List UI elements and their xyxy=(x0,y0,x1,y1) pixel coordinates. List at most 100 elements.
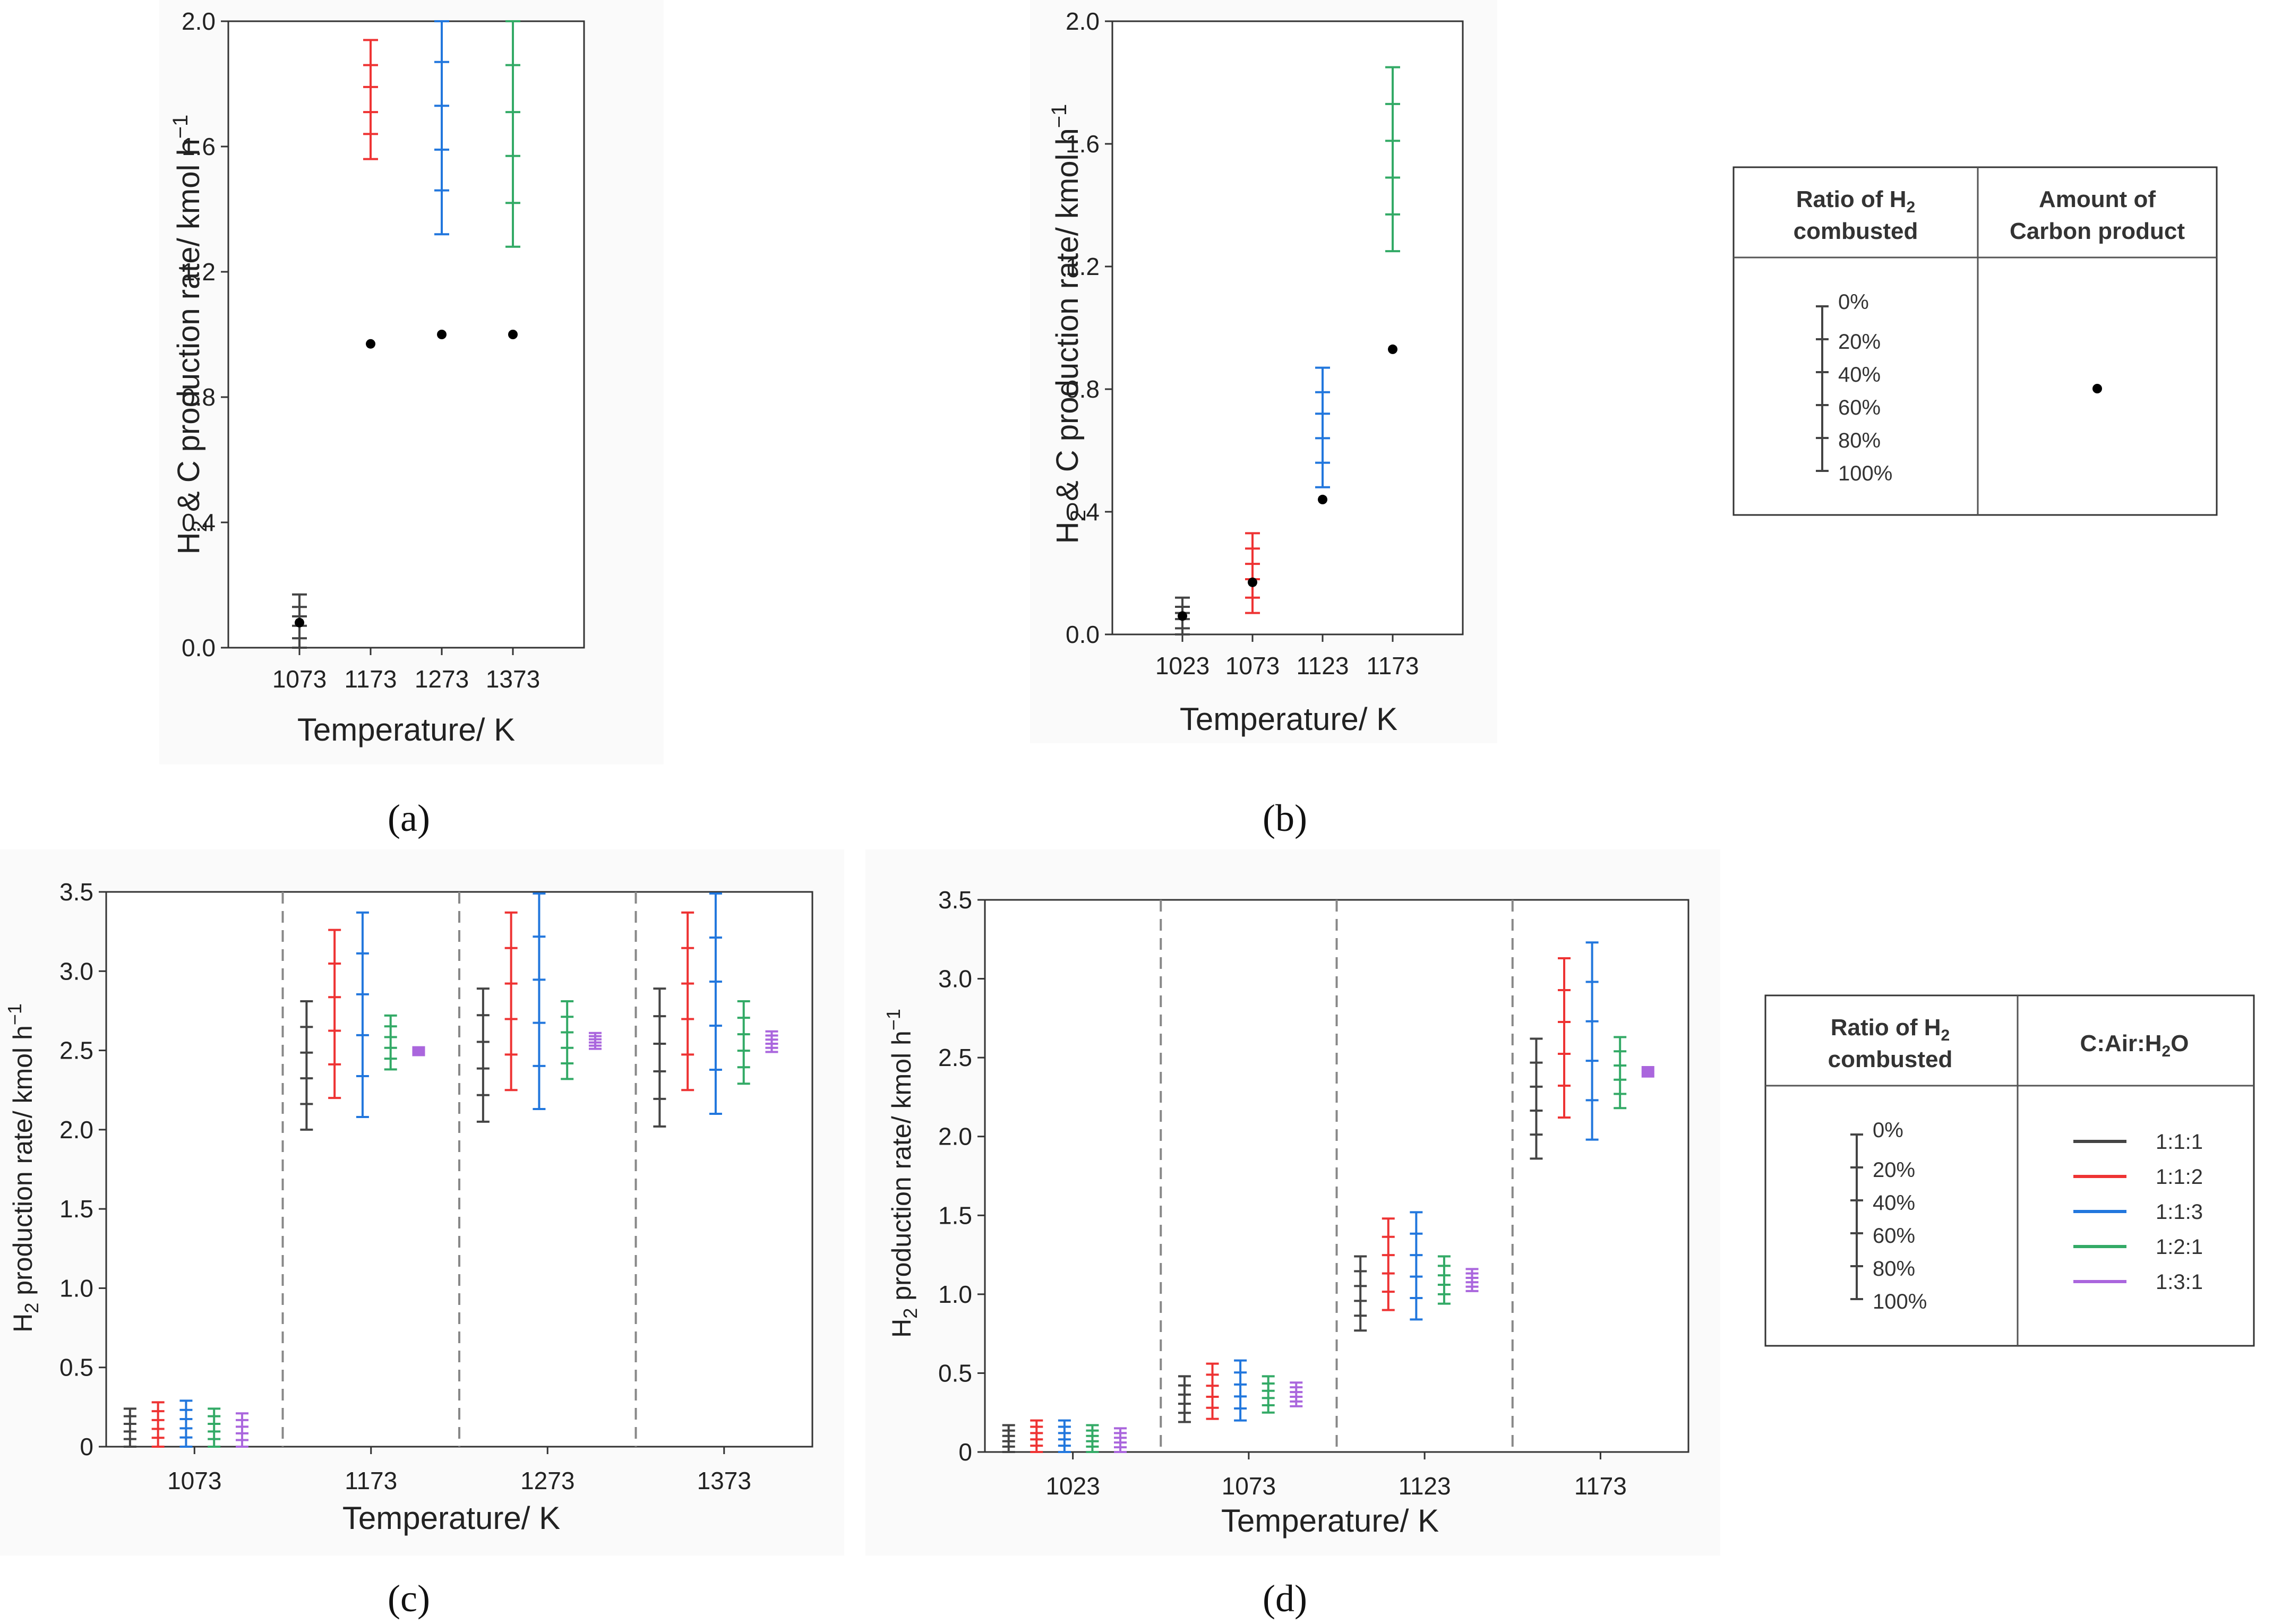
y-tick-label-c-3: 1.5 xyxy=(59,1195,93,1223)
errorbar-c-1173-1:1:2 xyxy=(328,929,341,1099)
y-tick-label-d-4: 2.0 xyxy=(938,1123,972,1150)
errorbar-c-1173-1:3:1 xyxy=(412,1046,425,1056)
y-tick-label-b-3: 1.2 xyxy=(1066,253,1100,280)
errorbar-c-1073-1:3:1 xyxy=(235,1412,248,1448)
carbon-point-b-0 xyxy=(1178,611,1187,621)
plot-frame-a xyxy=(227,20,585,649)
x-tick-label-c-0: 1073 xyxy=(167,1467,221,1494)
errorbar-d-1073-1:3:1 xyxy=(1290,1381,1303,1407)
marks-a xyxy=(292,20,520,649)
ratio-key-label-2: 40% xyxy=(1873,1191,1915,1215)
y-tick-label-a-5: 2.0 xyxy=(182,7,216,35)
y-axis-label-c: H2 production rate/ kmol h−1 xyxy=(4,1003,42,1333)
y-tick-label-d-1: 0.5 xyxy=(938,1359,972,1387)
y-tick-label-c-7: 3.5 xyxy=(59,878,93,906)
marks-c xyxy=(123,892,778,1448)
chart-c: 0 0.5 1.0 1.5 2.0 2.5 3.0 3.5 1073 1173 1273 1373 T… xyxy=(4,878,813,1536)
legend-bottom-frame xyxy=(1764,994,2255,1347)
errorbar-d-1173-1:3:1 xyxy=(1641,1066,1654,1078)
y-tick-label-c-2: 1.0 xyxy=(59,1274,93,1302)
errorbar-d-1073-1:2:1 xyxy=(1262,1375,1275,1414)
caption-a: (a) xyxy=(388,797,430,839)
errorbar-d-1073-1:1:2 xyxy=(1206,1362,1219,1420)
legend-top-ratio-key: 0% 20% 40% 60% 80% 100% xyxy=(1816,290,1892,485)
y-tick-label-d-5: 2.5 xyxy=(938,1044,972,1071)
x-tick-label-d-1: 1073 xyxy=(1222,1472,1276,1500)
errorbar-b-1123 xyxy=(1315,366,1330,488)
x-tick-label-d-2: 1123 xyxy=(1399,1472,1451,1500)
x-tick-label-a-1: 1173 xyxy=(345,665,397,693)
y-tick-label-a-0: 0.0 xyxy=(182,634,216,661)
x-tick-label-a-3: 1373 xyxy=(486,665,540,693)
x-tick-label-d-3: 1173 xyxy=(1574,1472,1627,1500)
errorbar-d-1173-1:1:1 xyxy=(1530,1037,1543,1160)
series-key-label-1:1:2: 1:1:2 xyxy=(2156,1165,2203,1189)
series-key-label-1:1:1: 1:1:1 xyxy=(2156,1130,2203,1154)
x-tick-label-b-2: 1123 xyxy=(1297,652,1349,680)
errorbar-c-1273-1:1:3 xyxy=(533,892,546,1111)
x-tick-label-d-0: 1023 xyxy=(1045,1472,1100,1500)
y-tick-label-a-1: 0.4 xyxy=(182,509,216,536)
x-axis-label-d: Temperature/ K xyxy=(1221,1503,1439,1539)
ticks-c: 0 0.5 1.0 1.5 2.0 2.5 3.0 3.5 1073 1173 1273 1373 xyxy=(59,878,751,1494)
ratio-key-label-0: 0% xyxy=(1838,290,1869,314)
y-tick-label-b-5: 2.0 xyxy=(1066,7,1100,35)
errorbar-d-1123-1:2:1 xyxy=(1437,1255,1451,1305)
errorbar-d-1073-1:1:1 xyxy=(1178,1375,1191,1423)
errorbar-d-1023-1:3:1 xyxy=(1114,1427,1127,1453)
y-tick-label-a-3: 1.2 xyxy=(182,258,216,286)
x-tick-label-a-0: 1073 xyxy=(272,665,327,693)
carbon-point-b-1 xyxy=(1248,577,1257,587)
carbon-point-a-3 xyxy=(508,330,518,339)
x-tick-label-b-3: 1173 xyxy=(1367,652,1419,680)
y-axis-label-a: H2 & C production rate/ kmol h−1 xyxy=(169,115,211,555)
y-tick-label-c-0: 0 xyxy=(80,1433,93,1460)
ticks-b: 0.0 0.4 0.8 1.2 1.6 2.0 1023 1073 1123 1173 xyxy=(1066,7,1419,680)
y-tick-label-d-6: 3.0 xyxy=(938,965,972,993)
errorbar-a-1373 xyxy=(505,20,520,248)
x-axis-label-a: Temperature/ K xyxy=(297,712,515,747)
caption-d: (d) xyxy=(1263,1577,1307,1620)
legend-bottom-ratio-header-line2: combusted xyxy=(1828,1046,1953,1072)
legend-top-carbon-marker xyxy=(2092,384,2102,393)
y-tick-label-c-1: 0.5 xyxy=(59,1354,93,1381)
x-tick-label-c-2: 1273 xyxy=(520,1467,574,1494)
x-axis-label-c: Temperature/ K xyxy=(342,1500,560,1536)
errorbar-c-1373-1:2:1 xyxy=(737,1000,750,1085)
y-tick-label-b-2: 0.8 xyxy=(1066,375,1100,403)
errorbar-c-1373-1:1:3 xyxy=(709,892,722,1115)
ratio-key-label-5: 100% xyxy=(1873,1290,1927,1313)
y-tick-label-b-4: 1.6 xyxy=(1066,130,1100,158)
marks-d xyxy=(1002,941,1654,1453)
errorbar-d-1173-1:1:2 xyxy=(1558,957,1571,1119)
ratio-key-label-2: 40% xyxy=(1838,363,1881,386)
legend-bottom-ratio-header: Ratio of H2 xyxy=(1831,1015,1950,1044)
errorbar-c-1073-1:1:1 xyxy=(123,1407,136,1448)
ratio-key-label-4: 80% xyxy=(1838,429,1881,452)
errorbar-c-1073-1:2:1 xyxy=(208,1407,221,1448)
errorbar-c-1173-1:1:1 xyxy=(300,1000,313,1131)
errorbar-c-1173-1:2:1 xyxy=(384,1014,397,1071)
errorbar-a-1273 xyxy=(434,20,449,236)
errorbar-c-1273-1:1:2 xyxy=(504,911,518,1092)
legend-top-frame xyxy=(1732,166,2218,516)
errorbar-d-1173-1:1:3 xyxy=(1585,941,1599,1141)
x-tick-label-a-2: 1273 xyxy=(415,665,469,693)
legend-top-carbon-header: Amount of xyxy=(2039,186,2156,212)
legend-bottom-ratio-series-header: C:Air:H2O xyxy=(2080,1030,2189,1060)
series-key-label-1:3:1: 1:3:1 xyxy=(2156,1270,2203,1294)
legend-top-ratio-header-line2: combusted xyxy=(1794,218,1918,244)
legend-bottom: Ratio of H2 combusted C:Air:H2O 0% 20% 40%… xyxy=(1764,994,2255,1347)
ratio-key-label-3: 60% xyxy=(1838,396,1881,419)
legend-bottom-series-key: 1:1:1 1:1:2 1:1:3 1:2:1 1:3:1 xyxy=(2073,1130,2203,1294)
marks-b xyxy=(1175,66,1400,635)
caption-c: (c) xyxy=(388,1577,430,1620)
legend-top-ratio-header: Ratio of H2 xyxy=(1796,186,1915,216)
y-tick-label-b-0: 0.0 xyxy=(1066,621,1100,648)
y-tick-label-a-4: 1.6 xyxy=(182,133,216,160)
x-tick-label-b-0: 1023 xyxy=(1155,652,1210,680)
ratio-key-label-3: 60% xyxy=(1873,1224,1915,1248)
x-tick-label-b-1: 1073 xyxy=(1225,652,1280,680)
legend-bottom-ratio-key: 0% 20% 40% 60% 80% 100% xyxy=(1850,1119,1927,1313)
